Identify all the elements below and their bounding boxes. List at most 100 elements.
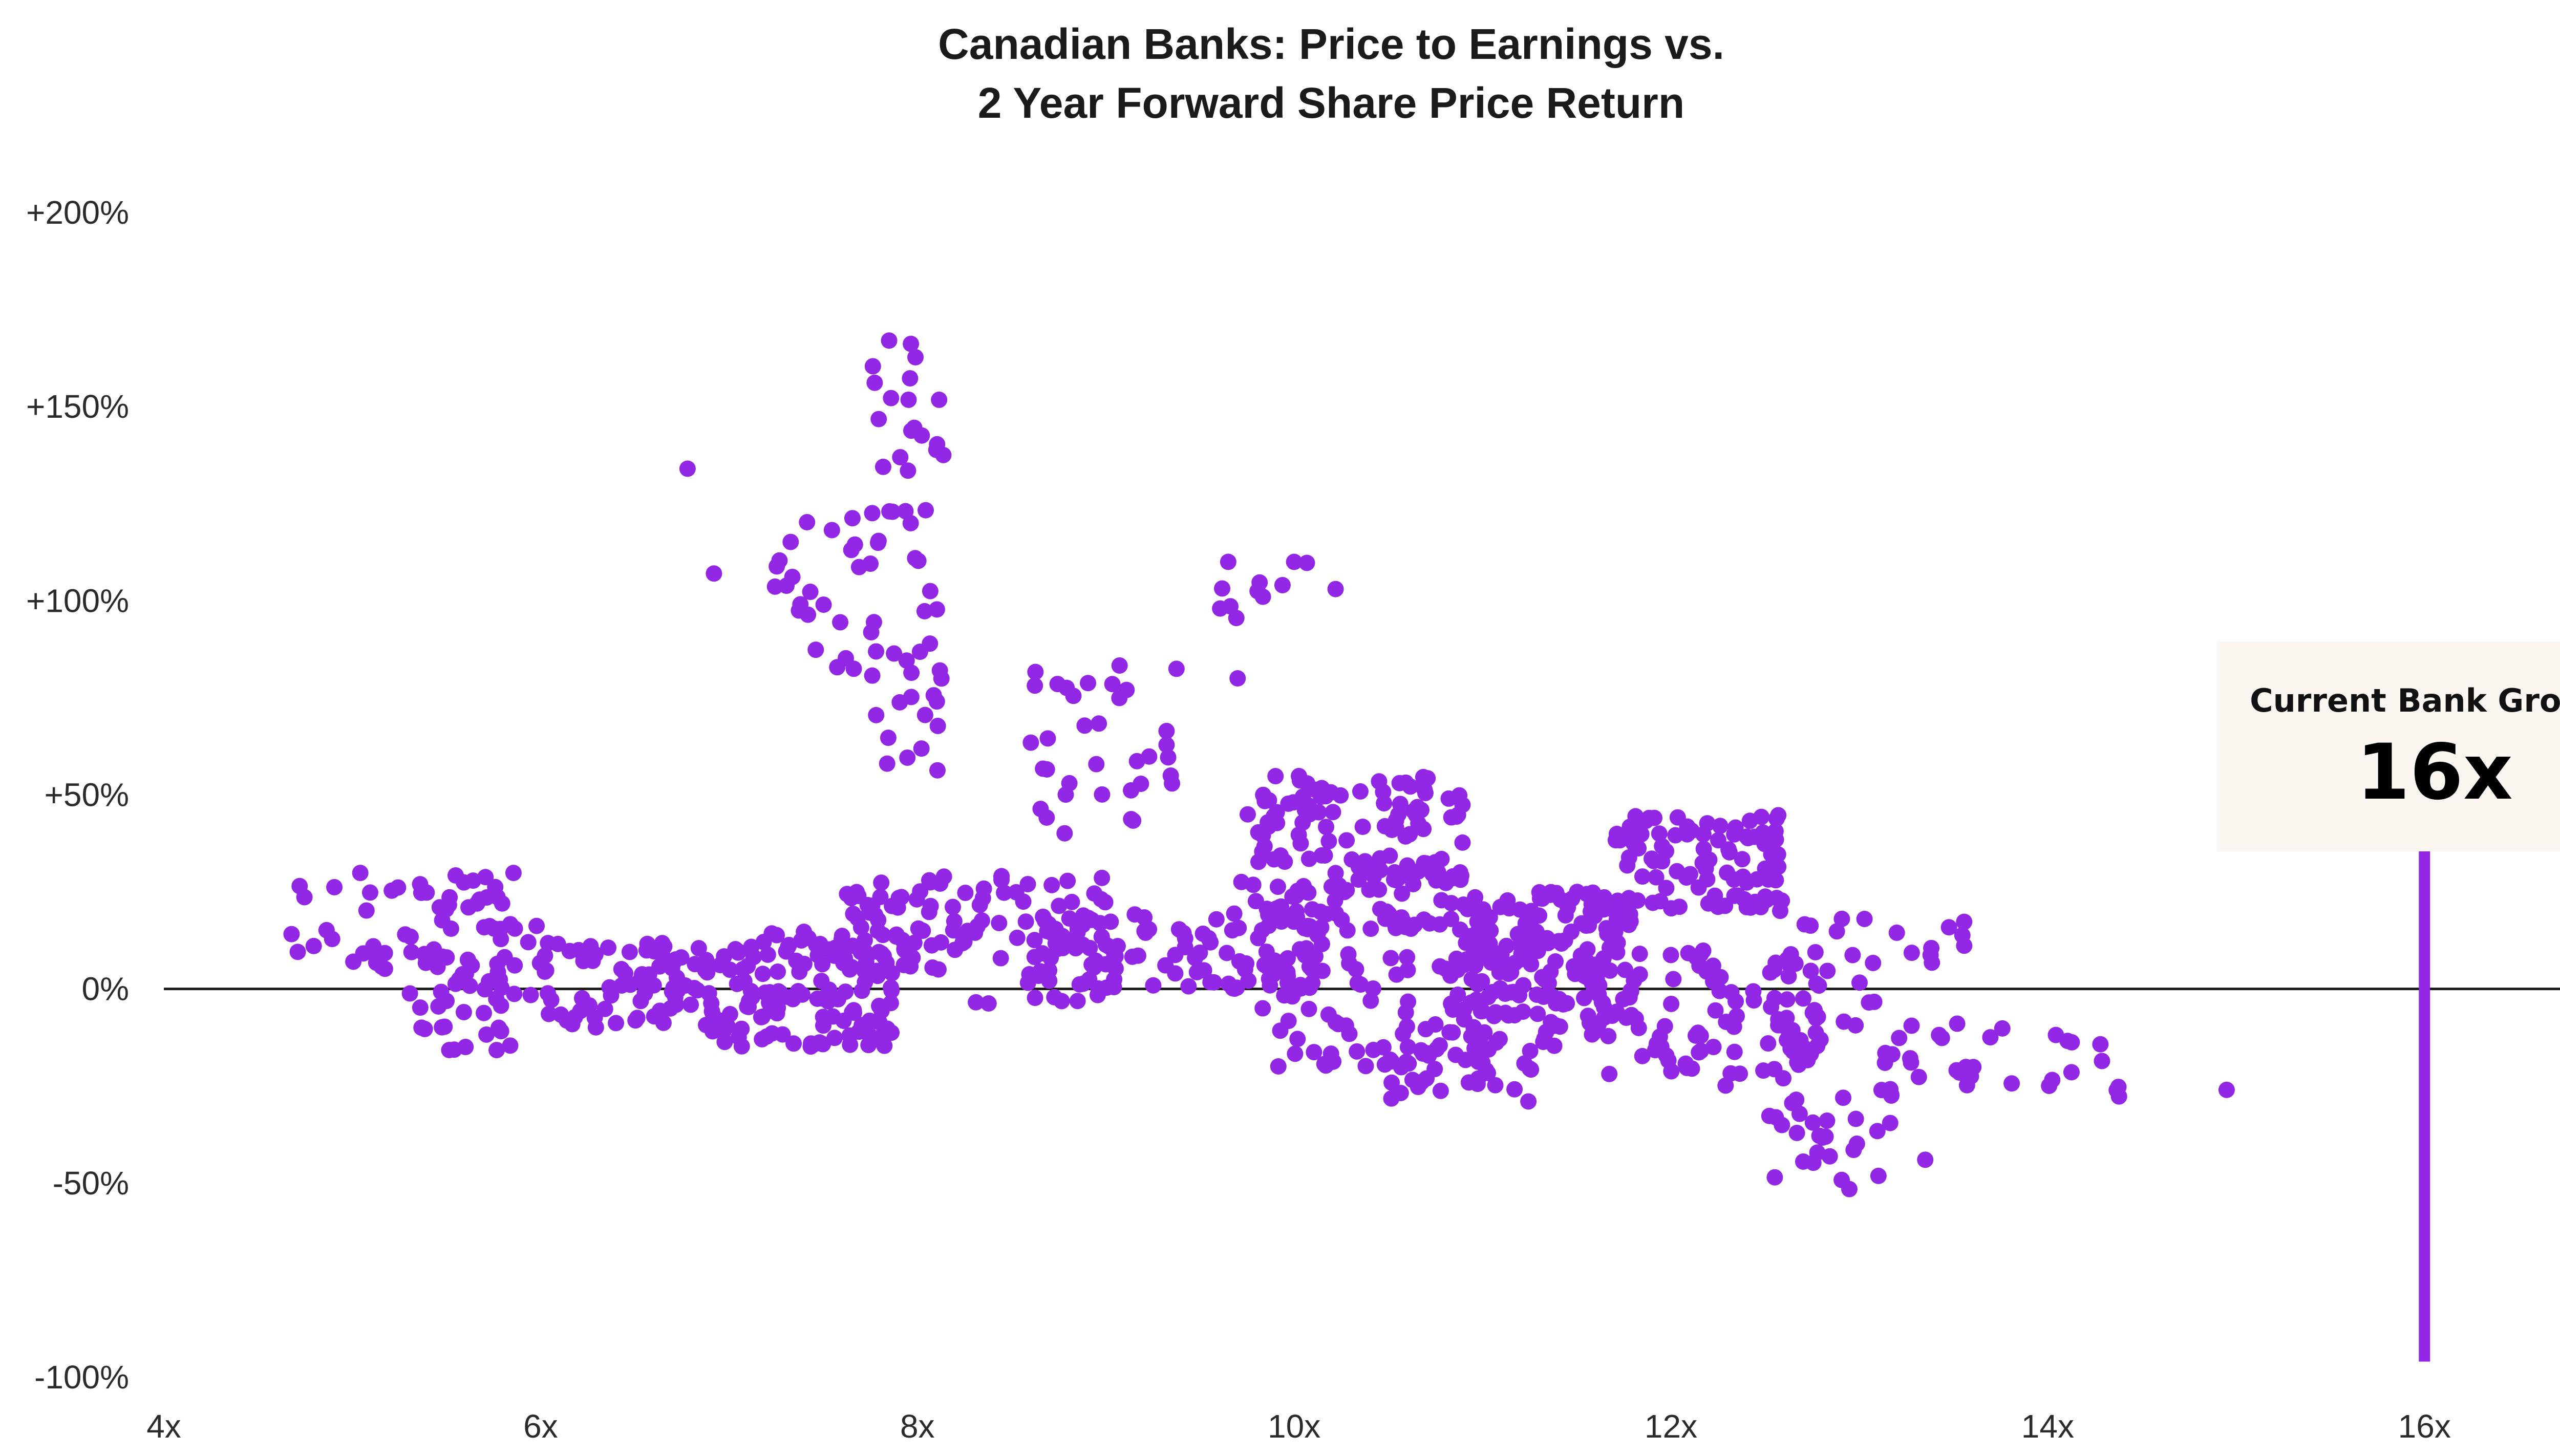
data-point: [1965, 1059, 1982, 1076]
data-point: [1426, 1061, 1443, 1078]
data-point: [715, 1023, 732, 1040]
data-point: [1457, 1052, 1474, 1068]
data-point: [1086, 885, 1103, 902]
data-point: [1352, 783, 1369, 800]
data-point: [1654, 838, 1671, 854]
y-tick-label: -100%: [34, 1359, 129, 1396]
data-point: [1529, 1005, 1546, 1022]
data-point: [1730, 887, 1746, 904]
data-point: [769, 558, 785, 575]
data-point: [1772, 903, 1788, 919]
data-point: [1626, 816, 1643, 833]
data-point: [1788, 1124, 1805, 1141]
data-point: [862, 555, 879, 572]
data-point: [1525, 932, 1542, 949]
data-point: [922, 583, 938, 599]
data-point: [876, 1037, 893, 1054]
data-point: [892, 449, 909, 466]
data-point: [438, 949, 455, 966]
y-axis-tick-labels: +200% +150% +100% +50% 0% -50% -100%: [26, 194, 129, 1396]
data-point: [564, 1016, 581, 1033]
data-point: [1353, 862, 1370, 879]
data-point: [1323, 878, 1340, 895]
data-point: [815, 596, 832, 613]
data-point: [1258, 944, 1275, 960]
data-point: [873, 945, 890, 962]
data-point: [1634, 1047, 1651, 1064]
data-point: [1774, 1117, 1790, 1133]
data-point: [296, 889, 313, 906]
data-point: [1338, 832, 1355, 849]
data-point: [1652, 893, 1669, 910]
data-point: [757, 984, 774, 1001]
data-point: [1399, 949, 1416, 966]
data-point: [764, 1025, 781, 1042]
data-point: [1487, 1077, 1504, 1094]
data-point: [358, 902, 375, 919]
data-point: [1239, 806, 1256, 823]
data-point: [1551, 991, 1568, 1008]
data-point: [1679, 818, 1696, 835]
x-axis-tick-labels: 4x 6x 8x 10x 12x 14x 16x: [146, 1408, 2451, 1445]
data-point: [1041, 972, 1058, 989]
data-point: [1255, 786, 1272, 803]
data-point: [1383, 1074, 1400, 1091]
data-point: [1313, 847, 1330, 864]
data-point: [1057, 786, 1074, 803]
data-point: [502, 1037, 519, 1054]
data-point: [1274, 576, 1291, 593]
data-point: [1383, 1090, 1400, 1107]
data-point: [1306, 1044, 1322, 1061]
data-point: [1125, 812, 1142, 829]
data-point: [931, 391, 948, 408]
data-point: [1468, 924, 1485, 941]
data-point: [806, 1036, 823, 1053]
data-point: [1279, 974, 1296, 991]
data-point: [730, 944, 746, 961]
data-point: [1415, 1045, 1432, 1062]
data-point: [703, 1003, 720, 1020]
data-point: [1707, 1002, 1724, 1019]
data-point: [1469, 1076, 1486, 1093]
data-point: [1701, 851, 1718, 868]
data-point: [1799, 1052, 1816, 1068]
data-point: [1865, 954, 1882, 971]
data-point: [1427, 854, 1444, 871]
data-point: [1375, 1039, 1392, 1056]
data-point: [1080, 675, 1097, 692]
data-point: [1409, 799, 1426, 816]
data-point: [1402, 920, 1419, 937]
chart-title-line-2: 2 Year Forward Share Price Return: [978, 79, 1684, 127]
data-point: [1710, 832, 1726, 849]
data-point: [1039, 730, 1056, 747]
data-point: [1444, 1024, 1461, 1041]
data-point: [1466, 1040, 1483, 1057]
data-point: [932, 934, 949, 951]
data-point: [1811, 1127, 1828, 1144]
data-point: [864, 667, 881, 684]
data-point: [858, 954, 874, 971]
data-point: [1726, 826, 1743, 843]
data-point: [1100, 938, 1117, 955]
data-point: [1802, 962, 1819, 979]
data-point: [1233, 873, 1250, 890]
data-point: [1509, 926, 1526, 943]
data-point: [992, 950, 1009, 967]
data-point: [835, 1012, 852, 1029]
x-tick-label: 8x: [900, 1408, 935, 1445]
data-point: [1118, 681, 1135, 698]
data-point: [1312, 904, 1329, 920]
data-point: [401, 985, 418, 1002]
data-point: [796, 955, 813, 972]
data-point: [1141, 921, 1158, 938]
data-point: [1607, 832, 1624, 849]
data-point: [1933, 1030, 1950, 1046]
data-point: [1468, 992, 1485, 1009]
data-point: [345, 953, 362, 970]
data-point: [883, 390, 900, 406]
data-point: [1910, 1068, 1927, 1085]
data-point: [1357, 1058, 1374, 1075]
data-point: [1678, 869, 1695, 886]
data-point: [1869, 1123, 1886, 1140]
data-point: [1256, 956, 1273, 973]
